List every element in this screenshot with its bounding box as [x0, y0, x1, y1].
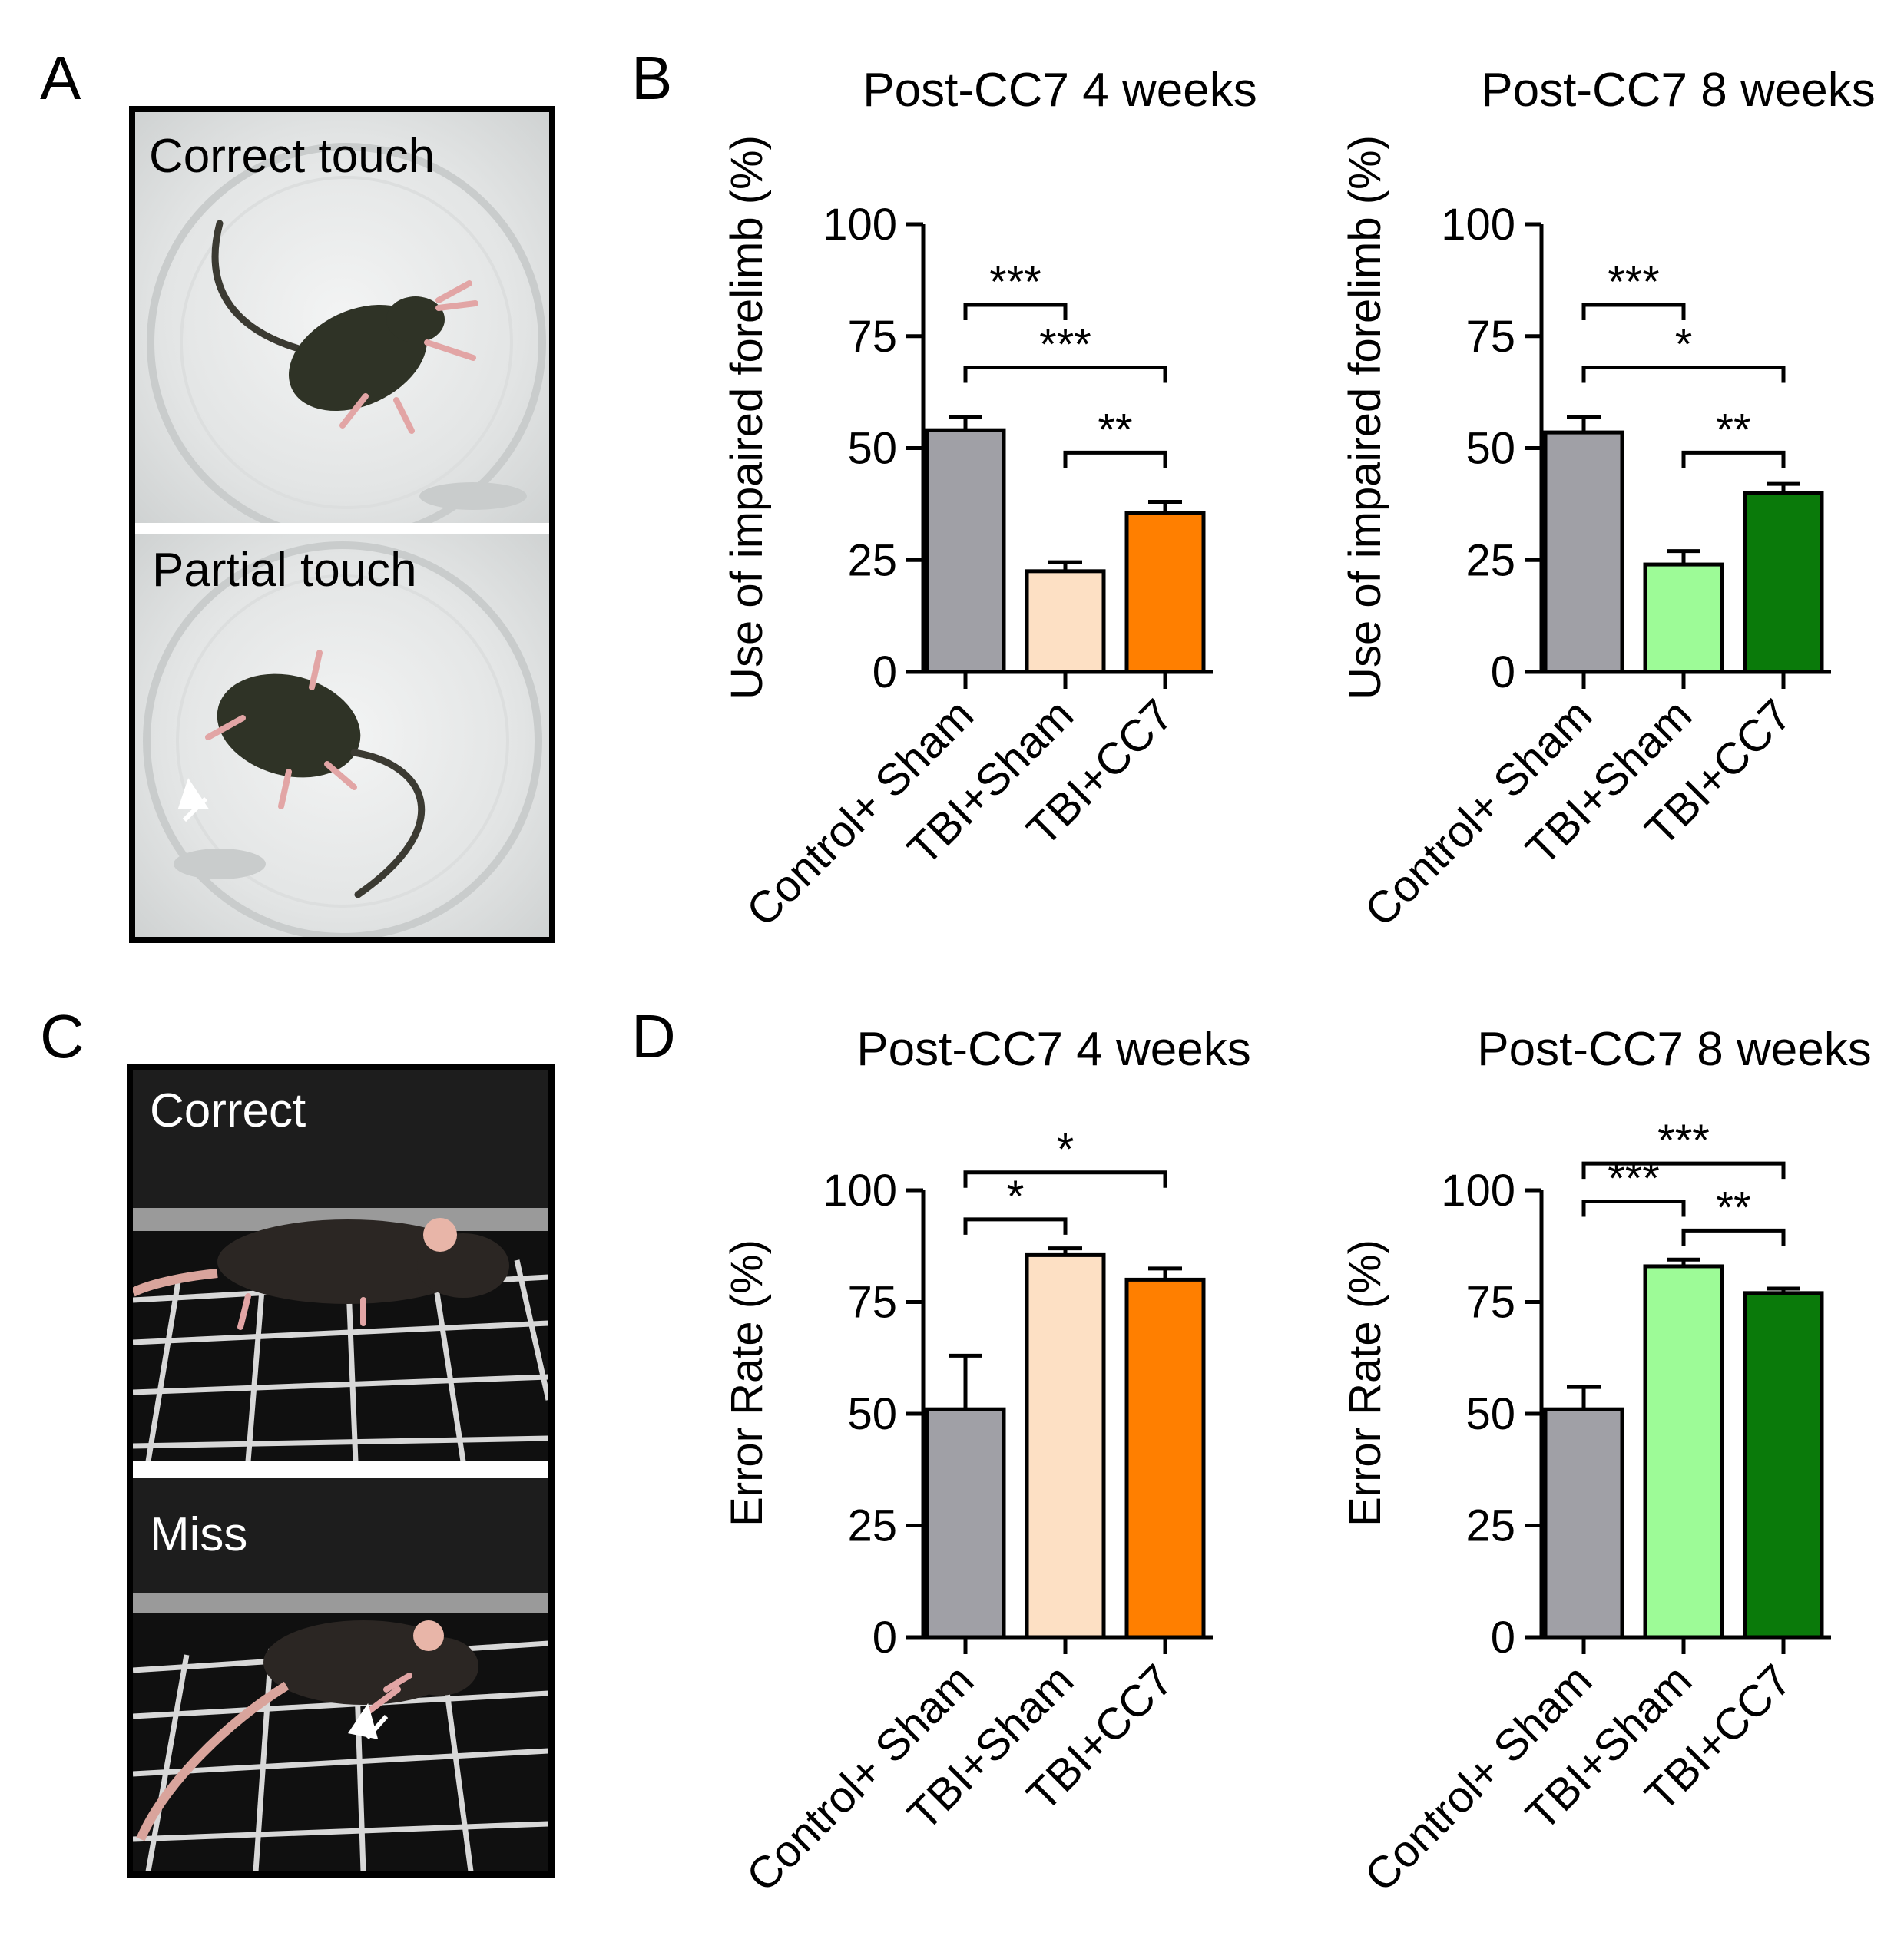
significance-label: ** — [1716, 405, 1750, 455]
miss-step-photo: Miss — [133, 1478, 548, 1871]
y-axis-label: Error Rate (%) — [722, 1239, 772, 1527]
grid-walking-photo: Correct Miss — [127, 1064, 555, 1878]
y-axis-label: Error Rate (%) — [1340, 1239, 1390, 1527]
significance-label: *** — [1039, 320, 1091, 370]
panel-letter-d: D — [631, 1002, 676, 1070]
bar — [925, 428, 1006, 674]
chart-title: Post-CC7 8 weeks — [1477, 1023, 1871, 1076]
correct-step-illustration — [133, 1208, 548, 1461]
bar — [1543, 1407, 1624, 1640]
cylinder-test-photo: Correct touch Partial touch — [129, 106, 555, 943]
significance-label: * — [1007, 1172, 1025, 1222]
y-axis-label: Use of impaired forelimb (%) — [1340, 135, 1390, 700]
photo-divider — [135, 523, 549, 534]
significance-bracket — [963, 366, 1167, 383]
y-axis-label: Use of impaired forelimb (%) — [722, 135, 772, 700]
correct-touch-photo: Correct touch — [135, 112, 549, 523]
y-tick-label: 75 — [1465, 312, 1515, 362]
bar — [1124, 511, 1206, 674]
y-tick-label: 25 — [847, 535, 897, 585]
significance-label: * — [1675, 320, 1693, 370]
significance-label: *** — [1657, 1116, 1710, 1166]
y-tick-label: 0 — [1491, 1613, 1515, 1663]
y-tick-label: 75 — [847, 1278, 897, 1328]
significance-bracket — [1581, 366, 1786, 383]
bar — [1543, 430, 1624, 674]
significance-bracket — [963, 1217, 1068, 1235]
y-tick-label: 100 — [823, 200, 897, 250]
panel-letter-a: A — [40, 44, 81, 112]
y-tick-label: 0 — [1491, 647, 1515, 697]
y-tick-label: 0 — [873, 647, 897, 697]
significance-label: * — [1057, 1125, 1075, 1175]
chart-title: Post-CC7 4 weeks — [863, 64, 1257, 117]
significance-bracket — [1063, 450, 1167, 468]
significance-label: *** — [1608, 257, 1660, 307]
y-tick-label: 25 — [1465, 1501, 1515, 1551]
correct-step-photo: Correct — [133, 1070, 548, 1461]
y-tick-label: 75 — [1465, 1278, 1515, 1328]
significance-label: ** — [1098, 405, 1132, 455]
significance-bracket — [1681, 1228, 1786, 1246]
significance-bracket — [963, 1170, 1167, 1188]
y-tick-label: 25 — [847, 1501, 897, 1551]
significance-bracket — [1581, 303, 1686, 320]
bar — [1025, 569, 1106, 674]
miss-step-label: Miss — [150, 1508, 248, 1561]
panel-letter-c: C — [40, 1002, 84, 1070]
chart-error-rate-4-weeks: Post-CC7 4 weeks Error Rate (%) 0 25 50 75 100… — [722, 1023, 1251, 1901]
chart-title: Post-CC7 4 weeks — [856, 1023, 1250, 1076]
y-tick-label: 50 — [847, 424, 897, 474]
y-tick-label: 50 — [1465, 424, 1515, 474]
bar — [1643, 562, 1724, 674]
y-tick-label: 75 — [847, 312, 897, 362]
significance-label: ** — [1716, 1183, 1750, 1233]
significance-bracket — [1581, 1161, 1786, 1180]
chart-forelimb-8-weeks: Post-CC7 8 weeks Use of impaired forelimb… — [1340, 64, 1876, 936]
significance-bracket — [963, 303, 1068, 320]
bar — [1124, 1277, 1206, 1640]
correct-touch-illustration — [147, 143, 546, 523]
y-tick-label: 100 — [1441, 1166, 1515, 1216]
chart-error-rate-8-weeks: Post-CC7 8 weeks Error Rate (%) 0 25 50 75 100… — [1340, 1023, 1872, 1901]
partial-touch-label: Partial touch — [152, 544, 417, 597]
y-tick-label: 50 — [1465, 1389, 1515, 1439]
y-tick-label: 25 — [1465, 535, 1515, 585]
y-tick-label: 50 — [847, 1389, 897, 1439]
bar — [1743, 491, 1824, 674]
correct-step-label: Correct — [150, 1084, 306, 1137]
bar — [925, 1407, 1006, 1640]
significance-bracket — [1681, 450, 1786, 468]
significance-label: *** — [989, 257, 1041, 307]
correct-touch-label: Correct touch — [149, 130, 435, 183]
chart-title: Post-CC7 8 weeks — [1481, 64, 1875, 117]
y-tick-label: 100 — [1441, 200, 1515, 250]
chart-forelimb-4-weeks: Post-CC7 4 weeks Use of impaired forelimb… — [722, 64, 1257, 936]
partial-touch-photo: Partial touch — [135, 534, 549, 937]
partial-touch-illustration — [143, 541, 542, 937]
bar — [1025, 1252, 1106, 1640]
photo-divider-c — [133, 1461, 548, 1478]
bar — [1643, 1264, 1724, 1640]
miss-step-illustration — [133, 1593, 548, 1871]
bar — [1743, 1291, 1824, 1640]
y-tick-label: 0 — [873, 1613, 897, 1663]
panel-letter-b: B — [631, 44, 673, 112]
significance-label: *** — [1608, 1154, 1660, 1204]
y-tick-label: 100 — [823, 1166, 897, 1216]
significance-bracket — [1581, 1200, 1686, 1217]
